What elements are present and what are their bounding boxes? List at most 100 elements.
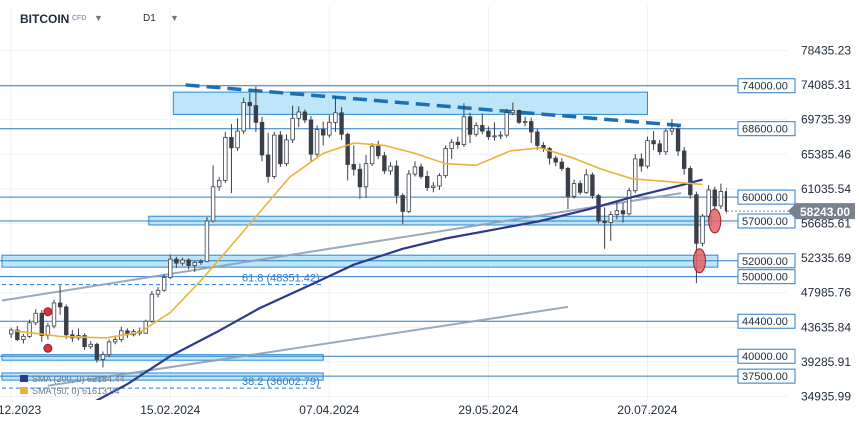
candle[interactable] — [247, 92, 252, 129]
candle[interactable] — [669, 119, 675, 136]
candle[interactable] — [633, 154, 638, 194]
candle[interactable] — [369, 143, 375, 167]
symbol-name[interactable]: BITCOIN — [20, 12, 70, 26]
candle[interactable] — [39, 310, 44, 342]
candle[interactable] — [333, 96, 338, 132]
candle[interactable] — [376, 140, 381, 159]
candle[interactable] — [626, 187, 632, 216]
candle[interactable] — [596, 193, 601, 224]
candle[interactable] — [210, 165, 216, 223]
candle[interactable] — [314, 125, 320, 157]
candle[interactable] — [70, 329, 75, 342]
candle[interactable] — [608, 211, 613, 241]
candle[interactable] — [620, 202, 626, 223]
candle[interactable] — [327, 115, 332, 138]
candle[interactable] — [382, 151, 387, 175]
candle[interactable] — [418, 163, 424, 179]
candle[interactable] — [663, 128, 669, 155]
candle[interactable] — [510, 102, 516, 116]
candle[interactable] — [290, 105, 295, 144]
candle[interactable] — [639, 153, 644, 172]
candle[interactable] — [149, 291, 155, 323]
candle[interactable] — [339, 107, 344, 140]
candle[interactable] — [400, 193, 405, 225]
candle[interactable] — [657, 139, 662, 155]
candle[interactable] — [272, 131, 277, 179]
candle[interactable] — [265, 132, 271, 183]
candle[interactable] — [216, 177, 222, 191]
candle[interactable] — [357, 163, 363, 199]
candle[interactable] — [590, 172, 595, 199]
candle[interactable] — [541, 142, 546, 152]
candle[interactable] — [559, 158, 565, 171]
candle[interactable] — [425, 170, 430, 191]
candle[interactable] — [168, 254, 173, 280]
candle[interactable] — [486, 126, 491, 140]
candle[interactable] — [363, 154, 369, 198]
candle[interactable] — [296, 106, 301, 128]
candle[interactable] — [8, 327, 14, 338]
candle[interactable] — [57, 285, 63, 315]
timeframe-label[interactable]: D1 — [143, 13, 156, 24]
symbol-dropdown-icon[interactable]: ▼ — [94, 13, 103, 23]
candle[interactable] — [473, 122, 479, 137]
candle[interactable] — [119, 326, 124, 342]
candle[interactable] — [718, 183, 724, 210]
candle[interactable] — [235, 118, 240, 151]
candle[interactable] — [492, 122, 497, 141]
candle[interactable] — [345, 132, 350, 181]
candle[interactable] — [45, 322, 51, 340]
candle[interactable] — [284, 134, 289, 167]
candle[interactable] — [394, 160, 399, 204]
candle[interactable] — [681, 146, 687, 175]
candle[interactable] — [186, 258, 191, 270]
candle[interactable] — [223, 131, 228, 183]
candle[interactable] — [584, 169, 589, 194]
candle[interactable] — [204, 217, 210, 263]
candle[interactable] — [64, 304, 69, 339]
candle[interactable] — [529, 117, 534, 144]
candle[interactable] — [706, 185, 711, 221]
candle[interactable] — [174, 256, 179, 268]
candle[interactable] — [571, 179, 577, 199]
candle[interactable] — [614, 201, 620, 220]
timeframe-dropdown-icon[interactable]: ▼ — [170, 13, 179, 23]
candle[interactable] — [321, 121, 326, 146]
candle[interactable] — [15, 326, 20, 342]
candle[interactable] — [437, 173, 442, 190]
candle[interactable] — [82, 333, 87, 350]
candle[interactable] — [278, 131, 283, 167]
candle[interactable] — [106, 339, 112, 358]
candle[interactable] — [241, 97, 246, 135]
candle[interactable] — [455, 136, 461, 149]
candle[interactable] — [76, 328, 81, 341]
candle[interactable] — [308, 115, 314, 162]
candle[interactable] — [431, 182, 436, 193]
candle[interactable] — [406, 170, 412, 214]
candle[interactable] — [577, 180, 583, 195]
candle[interactable] — [33, 309, 38, 326]
candle[interactable] — [27, 319, 32, 338]
candle[interactable] — [504, 108, 509, 138]
candle[interactable] — [461, 103, 467, 147]
candle[interactable] — [198, 259, 204, 265]
candle[interactable] — [443, 145, 448, 179]
candle[interactable] — [351, 145, 356, 176]
candle[interactable] — [645, 136, 650, 169]
candle[interactable] — [388, 162, 393, 175]
candle[interactable] — [253, 86, 259, 132]
candle[interactable] — [675, 126, 681, 156]
candle[interactable] — [553, 155, 558, 167]
candle[interactable] — [161, 274, 167, 292]
candle[interactable] — [192, 260, 197, 272]
candle[interactable] — [412, 161, 418, 177]
candle[interactable] — [259, 116, 265, 162]
candle[interactable] — [498, 131, 503, 140]
candle[interactable] — [651, 131, 656, 151]
candle[interactable] — [88, 341, 93, 350]
candle[interactable] — [480, 113, 485, 135]
candle[interactable] — [94, 342, 100, 363]
candle[interactable] — [229, 123, 234, 194]
